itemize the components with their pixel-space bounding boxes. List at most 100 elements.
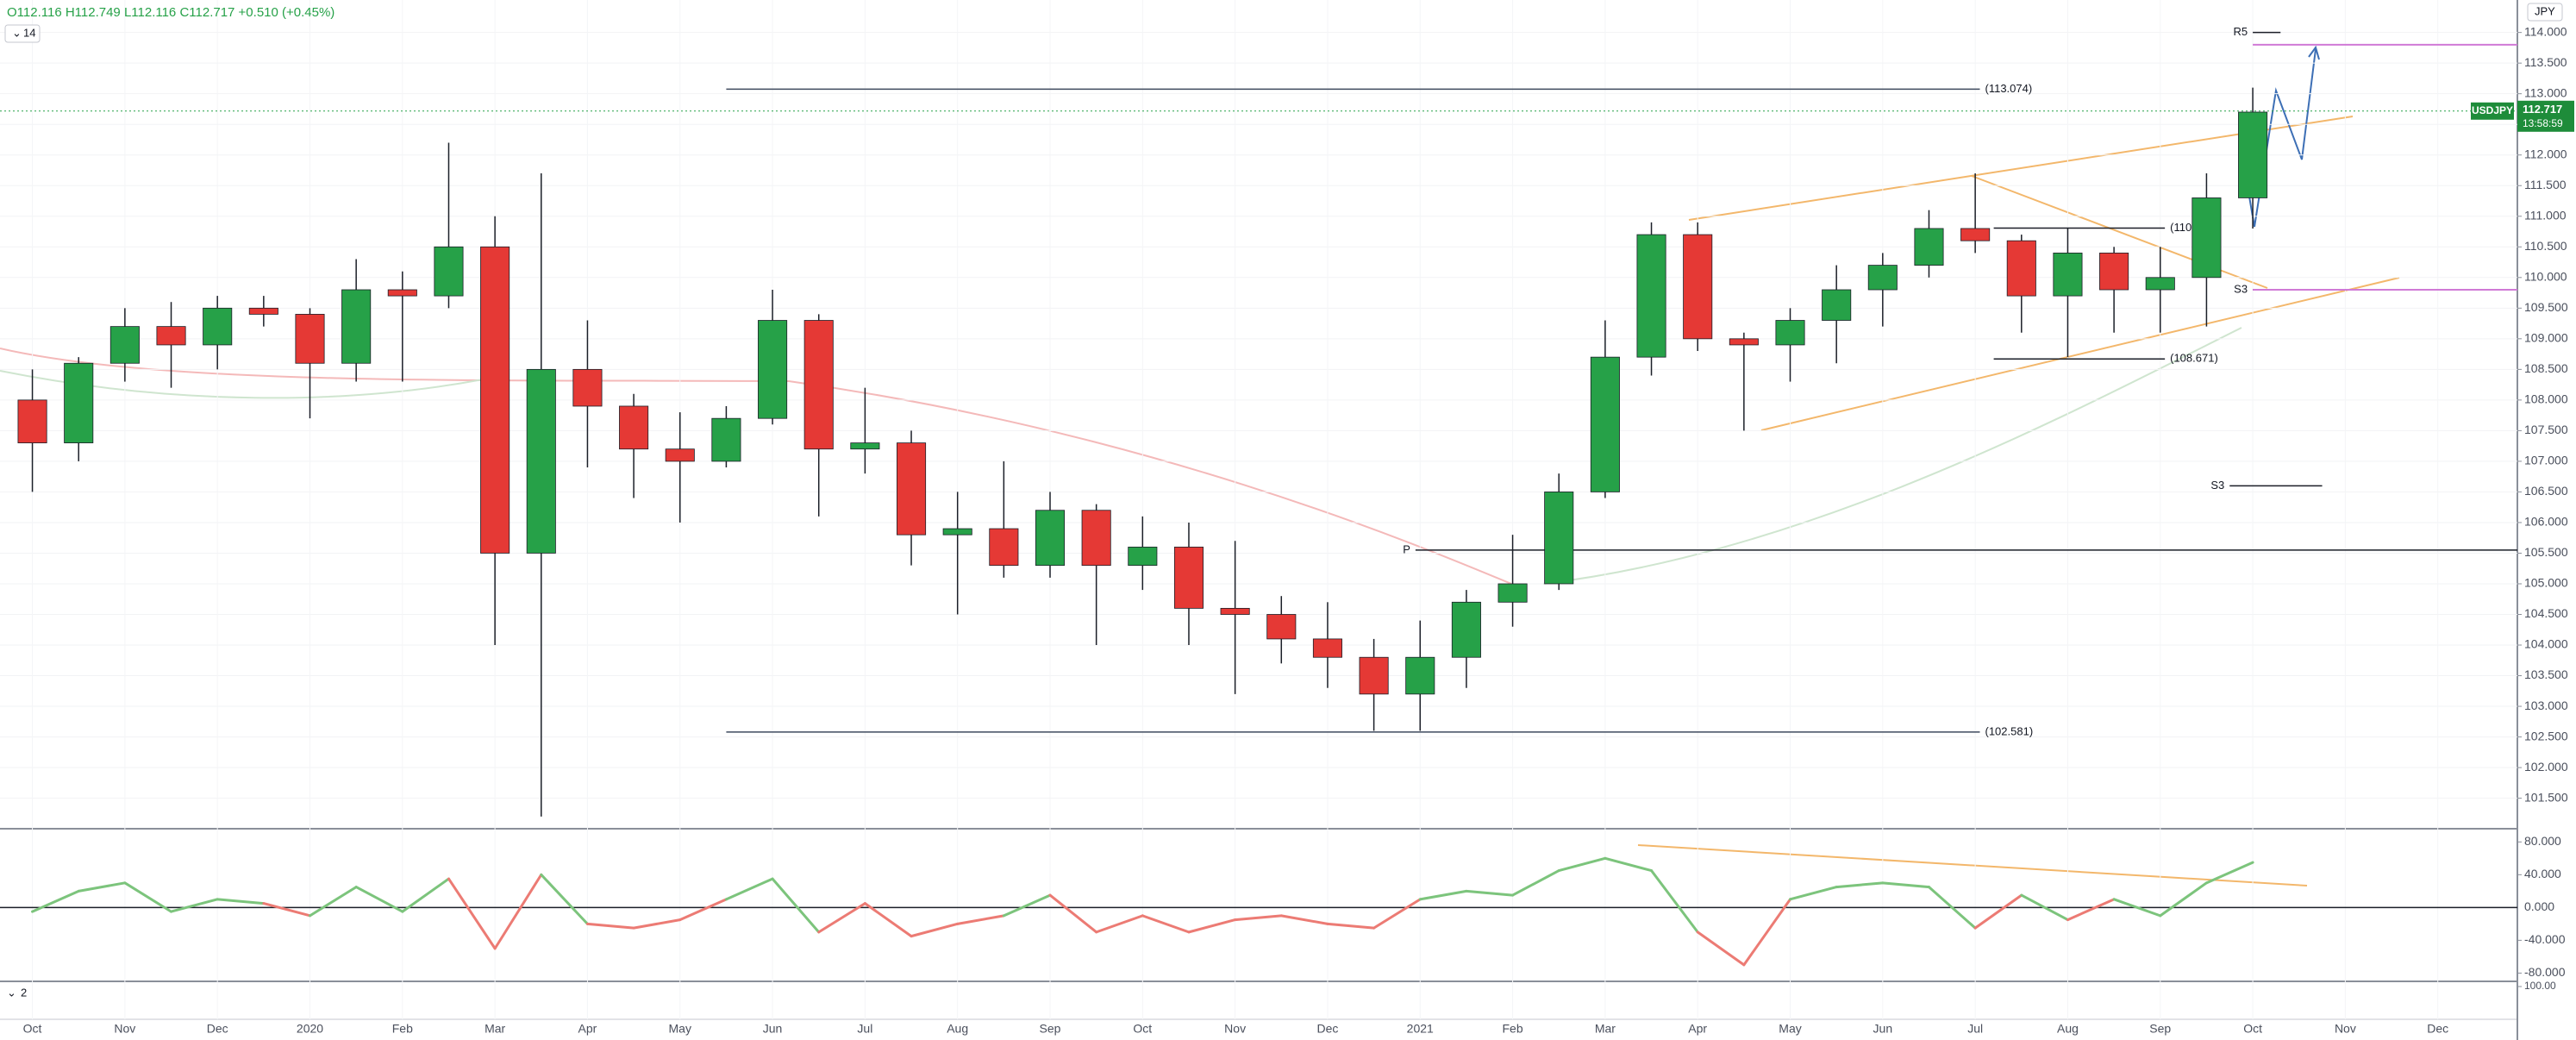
candle-body	[2099, 252, 2129, 291]
x-tick-label: Oct	[1133, 1022, 1152, 1036]
x-tick-label: Oct	[2243, 1022, 2262, 1036]
y-tick-label: 106.500	[2524, 484, 2568, 498]
oscillator-segment	[632, 918, 682, 930]
candle-body	[1729, 338, 1759, 346]
candle-body	[156, 326, 186, 346]
oscillator-segment	[1604, 856, 1654, 873]
candle-body	[1128, 546, 1158, 567]
x-tick-label: Oct	[23, 1022, 42, 1036]
x-tick-label: May	[669, 1022, 691, 1036]
x-tick-label: Feb	[392, 1022, 413, 1036]
oscillator-segment	[1002, 893, 1052, 918]
level-label: P	[1403, 542, 1410, 555]
oscillator-segment	[1048, 893, 1098, 934]
x-tick-label: Jun	[1873, 1022, 1893, 1036]
x-tick-label: Nov	[114, 1022, 135, 1036]
oscillator-segment	[1326, 922, 1376, 930]
y-tick-label: 106.000	[2524, 515, 2568, 529]
oscillator-segment	[1789, 886, 1838, 901]
candle-body	[341, 289, 372, 364]
oscillator-segment	[354, 886, 404, 913]
y-tick-label: 111.500	[2524, 178, 2567, 191]
level-label: S3	[2210, 479, 2224, 492]
x-tick-label: Jul	[857, 1022, 872, 1036]
oscillator-segment	[771, 877, 821, 934]
oscillator-segment	[2159, 881, 2208, 918]
oscillator-segment	[817, 902, 866, 934]
candle-body	[619, 405, 649, 450]
x-tick-label: 2020	[297, 1022, 323, 1036]
level-label: (108.671)	[2170, 352, 2218, 365]
candle-body	[295, 314, 325, 364]
sub-interval[interactable]: 2	[21, 986, 27, 999]
y-tick-label: 104.000	[2524, 637, 2568, 651]
interval-value[interactable]: 14	[23, 26, 35, 39]
candle-body	[942, 528, 972, 536]
oscillator-segment	[1927, 886, 1977, 930]
oscillator-segment	[1372, 898, 1422, 930]
candle-body	[1590, 356, 1620, 492]
candle-body	[434, 246, 464, 297]
candle-body	[248, 307, 278, 315]
candle-body	[1266, 614, 1297, 640]
y-tick-label: 102.000	[2524, 760, 2568, 774]
x-tick-label: Apr	[1688, 1022, 1707, 1036]
candle-body	[1822, 289, 1852, 321]
x-tick-label: 2021	[1407, 1022, 1434, 1036]
y-tick-label: 103.000	[2524, 699, 2568, 712]
moving-average	[0, 348, 1512, 585]
forecast-path	[2241, 48, 2317, 228]
candle-body	[2053, 252, 2083, 297]
oscillator-segment	[1696, 930, 1746, 967]
y-tick-label: 113.500	[2524, 55, 2567, 69]
currency-label[interactable]: JPY	[2535, 4, 2555, 17]
candle-body	[480, 246, 510, 554]
candle-body	[665, 448, 695, 462]
candle-body	[1960, 228, 1991, 241]
y-tick-label: 112.000	[2524, 147, 2567, 160]
oscillator-segment	[1234, 914, 1283, 922]
candle-body	[203, 307, 233, 346]
currency-box[interactable]	[2527, 3, 2563, 22]
candle-body	[897, 442, 927, 536]
oscillator-segment	[863, 902, 913, 938]
level-label: R5	[2233, 25, 2248, 38]
oscillator-segment	[1279, 914, 1329, 925]
y-tick-label: 110.500	[2524, 239, 2567, 253]
y-tick-label: 110.000	[2524, 270, 2567, 284]
oscillator-segment	[401, 877, 450, 913]
oscillator-segment	[1881, 881, 1930, 889]
moving-average	[1542, 327, 2242, 585]
y-tick-label: 101.500	[2524, 790, 2568, 804]
sub-interval-icon: ⌄	[7, 986, 16, 999]
oscillator-segment	[2066, 898, 2116, 922]
candle-body	[1035, 510, 1066, 567]
oscillator-segment	[2204, 861, 2254, 885]
price-label: 112.717	[2523, 103, 2562, 116]
x-tick-label: Sep	[1040, 1022, 1061, 1036]
candle-body	[1867, 265, 1898, 291]
oscillator-segment	[1742, 898, 1792, 967]
interval-box[interactable]	[4, 24, 41, 43]
candle-body	[109, 326, 140, 364]
candle-body	[803, 320, 834, 450]
candle-body	[1173, 546, 1204, 609]
candle-body	[1451, 601, 1481, 658]
x-tick-label: Aug	[947, 1022, 968, 1036]
oscillator-segment	[77, 881, 127, 893]
y-tick-label: 111.000	[2524, 208, 2567, 222]
candle-body	[711, 417, 741, 462]
candle-body	[1636, 234, 1666, 358]
candle-body	[17, 399, 47, 443]
oscillator-segment	[123, 881, 173, 913]
x-tick-label: Apr	[578, 1022, 597, 1036]
candle-body	[2006, 240, 2036, 297]
candle-body	[2191, 197, 2222, 279]
level-label: S3	[2234, 282, 2248, 295]
trendline	[1760, 277, 2400, 431]
candle-body	[64, 362, 94, 443]
y-tick-label: 103.500	[2524, 667, 2568, 681]
